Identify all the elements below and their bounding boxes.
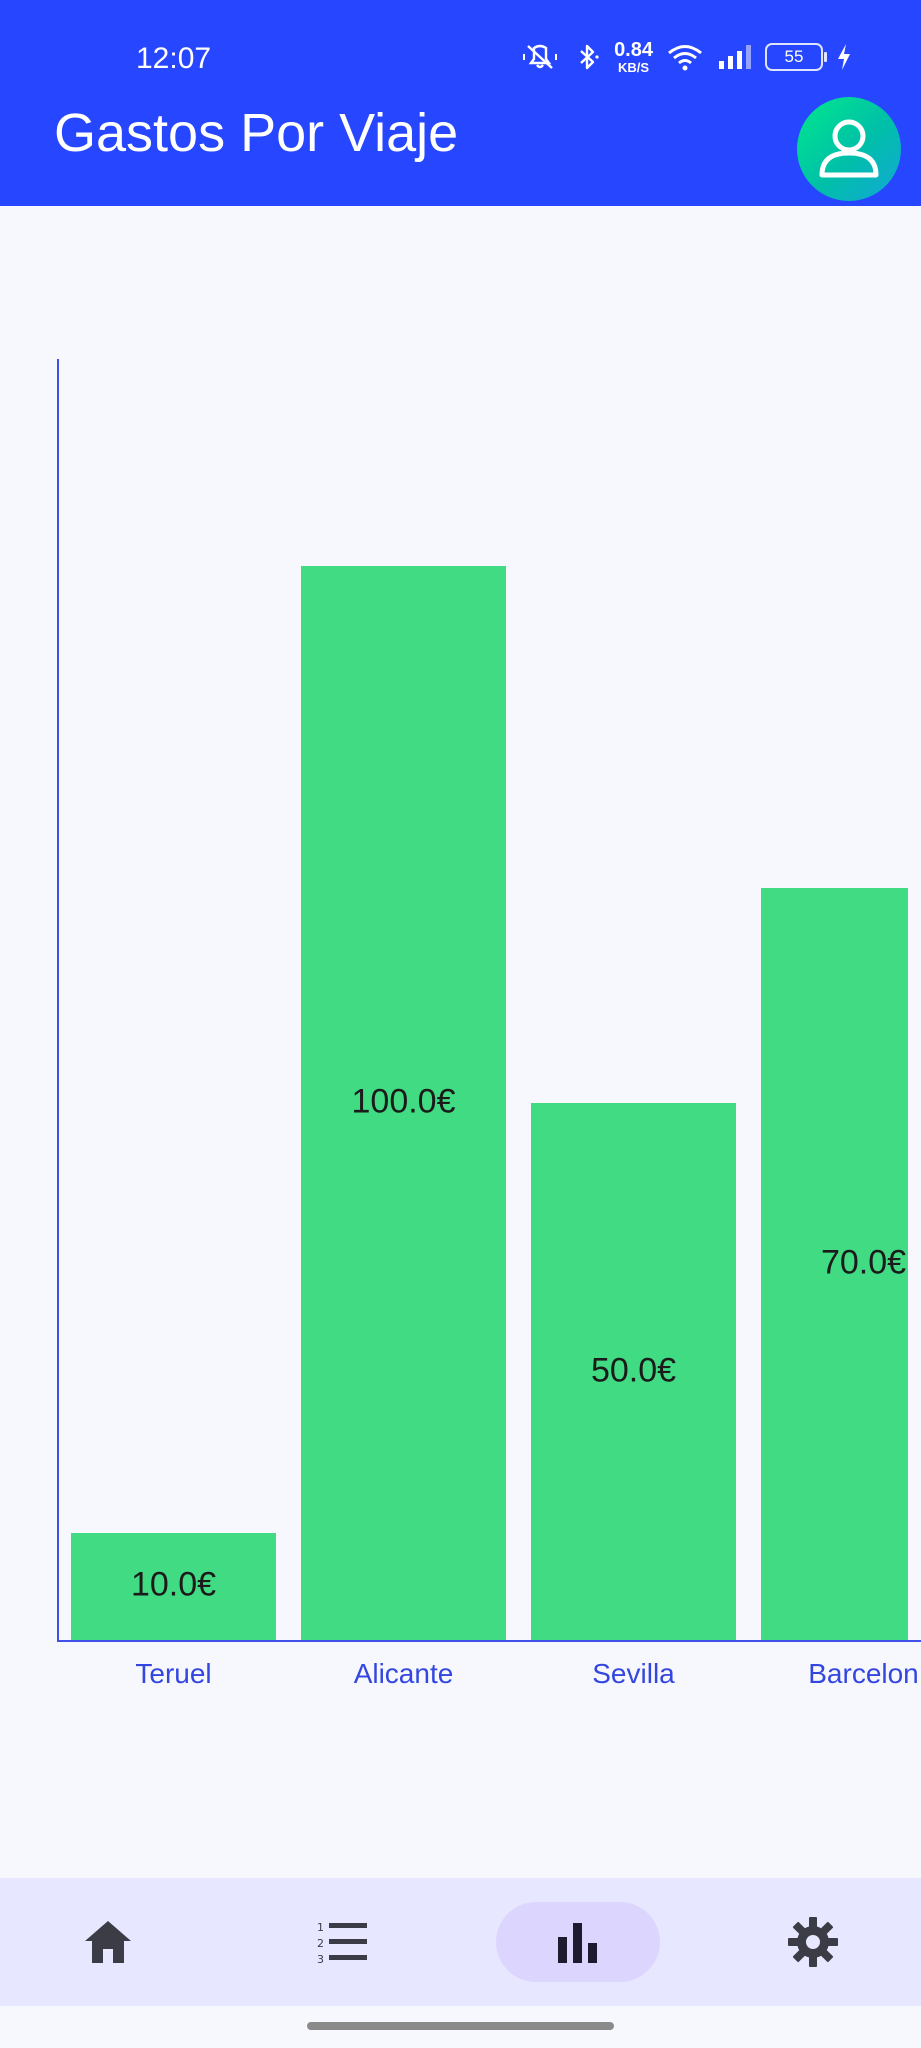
status-time: 12:07 bbox=[136, 42, 212, 75]
net-speed-unit: KB/S bbox=[618, 60, 650, 75]
app-bar: 12:07 0.84 KB/S bbox=[0, 0, 921, 206]
bluetooth-icon bbox=[572, 42, 602, 72]
bar-chart-icon bbox=[558, 1923, 597, 1963]
status-icons: 0.84 KB/S 55 bbox=[520, 40, 853, 74]
nav-home[interactable] bbox=[26, 1902, 190, 1982]
net-speed-value: 0.84 bbox=[614, 39, 653, 61]
x-axis-line bbox=[57, 1640, 921, 1642]
settings-gear-icon bbox=[788, 1917, 838, 1967]
bar-value-label: 10.0€ bbox=[130, 1565, 217, 1604]
charging-icon bbox=[835, 42, 853, 72]
x-tick-label: Sevilla bbox=[592, 1658, 675, 1689]
person-icon bbox=[819, 119, 879, 178]
nav-settings[interactable] bbox=[731, 1902, 895, 1982]
svg-text:1: 1 bbox=[317, 1921, 324, 1934]
bottom-navigation: 1 2 3 bbox=[0, 1878, 921, 2006]
y-axis-line bbox=[57, 359, 59, 1642]
x-tick-label: Alicante bbox=[353, 1658, 454, 1689]
battery-indicator: 55 bbox=[765, 43, 827, 71]
bar-teruel bbox=[71, 1532, 276, 1640]
svg-text:3: 3 bbox=[317, 1953, 324, 1966]
bar-value-label: 50.0€ bbox=[590, 1351, 677, 1389]
bar-value-label: 70.0€ bbox=[820, 1243, 907, 1282]
x-tick-label: Teruel bbox=[135, 1658, 212, 1689]
expenses-bar-chart: 10.0€ Teruel 100.0€ Alicante 50.0€ Sevilla 70.… bbox=[0, 206, 921, 1878]
svg-text:2: 2 bbox=[317, 1937, 324, 1950]
mute-icon bbox=[520, 42, 560, 72]
bar-barcelon bbox=[761, 888, 908, 1640]
bar-value-label: 100.0€ bbox=[351, 1082, 456, 1121]
home-icon bbox=[85, 1921, 131, 1963]
home-indicator[interactable] bbox=[307, 2022, 614, 2030]
signal-icon bbox=[717, 43, 753, 71]
wifi-icon bbox=[665, 42, 705, 72]
net-speed: 0.84 KB/S bbox=[614, 40, 653, 74]
numbered-list-icon: 1 2 3 bbox=[317, 1921, 367, 1966]
profile-avatar-button[interactable] bbox=[797, 97, 901, 201]
nav-charts[interactable] bbox=[496, 1902, 660, 1982]
bar-alicante bbox=[301, 566, 506, 1640]
nav-list[interactable]: 1 2 3 bbox=[260, 1902, 424, 1982]
x-tick-label: Barcelon bbox=[808, 1658, 919, 1689]
page-title: Gastos Por Viaje bbox=[54, 103, 459, 163]
bar-sevilla bbox=[531, 1103, 736, 1640]
